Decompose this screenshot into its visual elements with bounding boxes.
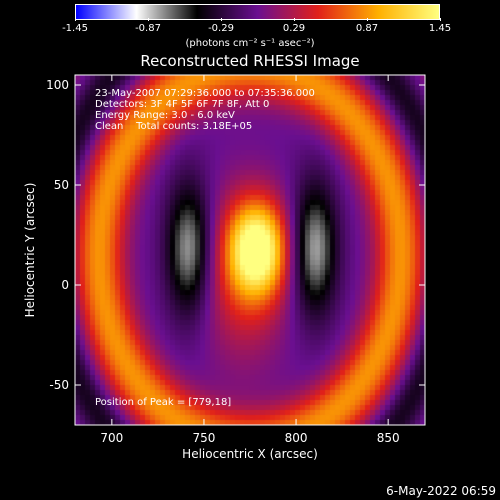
colorbar-tick-mark	[440, 18, 441, 21]
image-plot	[75, 75, 425, 425]
colorbar-tick-label: -0.29	[208, 23, 234, 34]
colorbar-tick-mark	[294, 18, 295, 21]
y-tick-label: -50	[49, 378, 69, 392]
y-tick-label: 0	[61, 278, 69, 292]
colorbar-tick-label: 1.45	[428, 23, 452, 34]
colorbar-tick-label: -0.87	[135, 23, 161, 34]
colorbar-tick-label: 0.87	[355, 23, 379, 34]
peak-position: Position of Peak = [779,18]	[95, 397, 232, 408]
x-tick-label: 750	[192, 431, 215, 445]
colorbar-tick-mark	[148, 18, 149, 21]
time-range: 23-May-2007 07:29:36.000 to 07:35:36.000	[95, 88, 315, 99]
colorbar-tick-mark	[75, 18, 76, 21]
energy-range: Energy Range: 3.0 - 6.0 keV	[95, 110, 235, 121]
clean-total-counts: Clean Total counts: 3.18E+05	[95, 121, 253, 132]
y-tick-label: 100	[46, 78, 69, 92]
colorbar-tick-label: 0.29	[282, 23, 306, 34]
colorbar-tick-mark	[367, 18, 368, 21]
x-tick-label: 800	[285, 431, 308, 445]
y-tick-label: 50	[54, 178, 69, 192]
date-stamp: 6-May-2022 06:59	[386, 484, 496, 498]
colorbar-units: (photons cm⁻² s⁻¹ asec⁻²)	[185, 38, 315, 49]
detectors: Detectors: 3F 4F 5F 6F 7F 8F, Att 0	[95, 99, 270, 110]
plot-frame	[74, 74, 426, 426]
rhessi-image	[75, 75, 425, 425]
x-tick-label: 700	[100, 431, 123, 445]
colorbar	[75, 4, 440, 20]
colorbar-tick-mark	[221, 18, 222, 21]
y-axis-title: Heliocentric Y (arcsec)	[23, 183, 37, 318]
colorbar-tick-label: -1.45	[62, 23, 88, 34]
x-tick-label: 850	[377, 431, 400, 445]
chart-title: Reconstructed RHESSI Image	[140, 52, 360, 70]
x-axis-title: Heliocentric X (arcsec)	[182, 447, 318, 461]
